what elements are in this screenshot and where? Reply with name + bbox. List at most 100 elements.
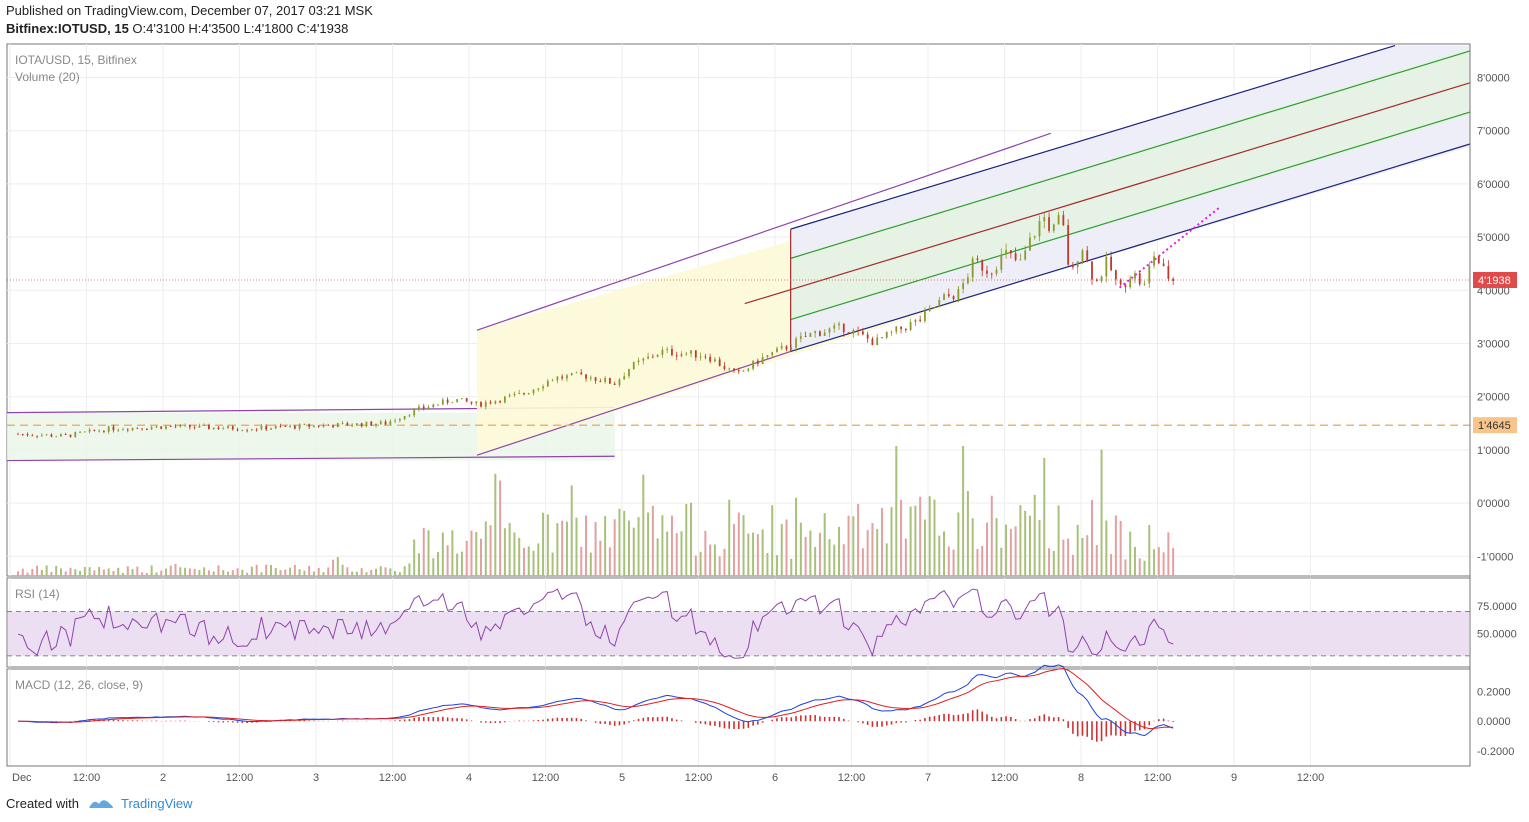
macd-hist-bar: [1086, 721, 1089, 737]
tradingview-brand-link[interactable]: TradingView: [120, 795, 193, 811]
volume-bar: [117, 567, 120, 576]
macd-hist-bar: [981, 711, 984, 722]
ohlc-values: O:4'3100 H:4'3500 L:4'1800 C:4'1938: [132, 21, 349, 36]
volume-bar: [752, 532, 755, 576]
candle-body: [451, 402, 454, 404]
macd-hist-bar: [914, 720, 917, 722]
channel-upper-line: [476, 132, 1051, 331]
candle-body: [384, 421, 387, 425]
macd-hist-bar: [1134, 721, 1136, 731]
candle-body: [1052, 224, 1055, 231]
candle-body: [69, 434, 72, 437]
candle-body: [1153, 256, 1155, 266]
macd-hist-bar: [838, 716, 840, 722]
candle-body: [394, 420, 396, 422]
candle-body: [885, 331, 888, 338]
last-price-label: 4'1938: [1478, 275, 1511, 287]
candle-body: [833, 325, 836, 329]
candle-body: [222, 428, 225, 430]
volume-bar: [503, 528, 506, 576]
candle-body: [1138, 273, 1141, 285]
candle-body: [313, 425, 315, 427]
macd-hist-bar: [461, 718, 463, 722]
drawings: [6, 45, 1471, 462]
macd-hist-bar: [948, 713, 950, 722]
volume-bar: [370, 569, 373, 576]
volume-bar: [780, 524, 783, 576]
candle-body: [45, 434, 48, 436]
candle-body: [255, 429, 258, 431]
macd-hist-bar: [504, 721, 506, 723]
candle-body: [852, 330, 855, 334]
macd-hist-bar: [1115, 721, 1117, 736]
macd-hist-bar: [1000, 717, 1003, 722]
candle-body: [556, 376, 559, 381]
volume-bar: [169, 565, 172, 576]
volume-bar: [1067, 538, 1070, 576]
macd-hist-bar: [1129, 721, 1131, 734]
macd-hist-bar: [403, 719, 406, 722]
volume-bar: [1062, 539, 1065, 576]
candle-body: [217, 427, 220, 430]
symbol-ohlc-header: Bitfinex:IOTUSD, 15 O:4'3100 H:4'3500 L:…: [6, 21, 348, 36]
candle-body: [351, 425, 354, 427]
candle-body: [437, 404, 439, 406]
volume-bar: [680, 531, 683, 576]
volume-bar: [928, 496, 931, 576]
macd-hist-bar: [489, 721, 492, 724]
x-tick-label: 12:00: [532, 772, 560, 784]
candle-body: [756, 360, 759, 364]
volume-bar: [59, 568, 62, 576]
volume-bar: [661, 515, 664, 576]
volume-bar: [174, 563, 177, 576]
macd-hist-bar: [1095, 721, 1098, 742]
macd-line: [17, 664, 1174, 737]
volume-bar: [742, 515, 745, 576]
candle-body: [799, 336, 802, 339]
volume-bar: [938, 535, 941, 576]
macd-hist-bar: [599, 721, 602, 724]
volume-bar: [336, 556, 339, 576]
macd-hist-bar: [714, 721, 716, 726]
volume-bar: [809, 530, 812, 576]
candle-body: [632, 362, 635, 370]
candle-body: [876, 337, 879, 346]
candle-body: [74, 432, 77, 437]
candle-body: [79, 431, 81, 433]
macd-hist-bar: [671, 718, 673, 722]
macd-hist-bar: [890, 721, 893, 725]
candle-body: [341, 423, 344, 424]
macd-hist-bar: [303, 720, 306, 722]
volume-bar: [690, 502, 693, 576]
candle-body: [246, 430, 249, 432]
footer: Created with TradingView: [6, 795, 193, 811]
candle-body: [1157, 256, 1160, 264]
candles: [17, 210, 1175, 439]
volume-bar: [623, 510, 626, 576]
volume-bar: [923, 519, 926, 576]
macd-hist-bar: [122, 720, 124, 722]
candle-body: [26, 434, 29, 436]
candle-body: [675, 355, 678, 357]
pitchfork-median: [744, 82, 1471, 305]
candle-body: [647, 356, 649, 359]
volume-bar: [761, 529, 764, 576]
macd-hist-bar: [876, 721, 879, 727]
volume-bar: [799, 522, 802, 576]
volume-bar: [384, 567, 387, 576]
volume-bar: [995, 518, 998, 576]
macd-hist-bar: [675, 719, 678, 722]
macd-hist-bar: [480, 721, 482, 723]
macd-hist-bar: [928, 716, 931, 722]
candle-body: [470, 401, 473, 404]
candle-body: [761, 357, 764, 364]
volume-bar: [737, 512, 740, 576]
candle-body: [928, 307, 931, 312]
volume-bar: [150, 565, 153, 576]
candle-body: [527, 393, 530, 395]
candle-body: [274, 426, 277, 429]
y-tick-label: 3'0000: [1477, 339, 1510, 351]
macd-hist-bar: [179, 720, 182, 722]
candle-body: [103, 430, 105, 432]
